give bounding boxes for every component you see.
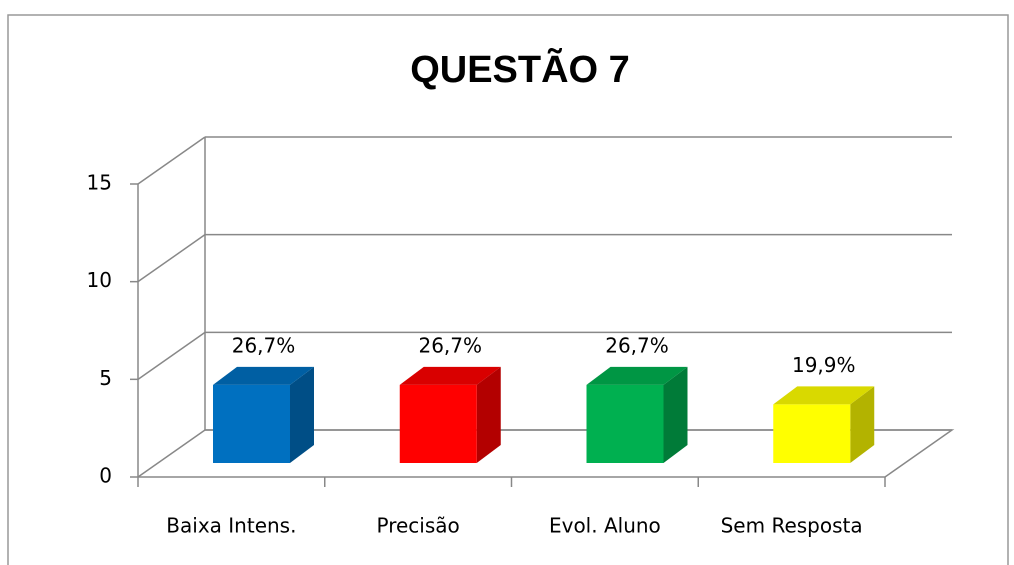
chart-title: QUESTÃO 7 — [410, 47, 630, 91]
bar — [773, 404, 851, 463]
grid-line — [137, 234, 206, 283]
bar-side — [663, 366, 688, 463]
grid-line — [137, 429, 206, 478]
bar — [586, 384, 664, 463]
bar-top — [773, 386, 875, 405]
y-tick-label: 10 — [87, 268, 112, 292]
grid-line — [137, 331, 206, 380]
bar-top — [399, 366, 501, 385]
bar — [399, 384, 477, 463]
bar-top — [213, 366, 314, 385]
annotation: 19,9% — [792, 353, 856, 377]
annotation: 26,7% — [605, 333, 669, 357]
annotation: 26,7% — [232, 333, 296, 357]
x-tick-label: Baixa Intens. — [166, 514, 296, 538]
bar-side — [850, 386, 875, 463]
chart-frame — [7, 14, 1009, 565]
bar-side — [290, 366, 314, 463]
y-tick-label: 0 — [99, 464, 112, 488]
bar-top — [586, 366, 688, 385]
annotation: 26,7% — [418, 333, 482, 357]
x-tick-label: Sem Resposta — [721, 514, 863, 538]
x-tick-label: Evol. Aluno — [549, 514, 661, 538]
x-tick-label: Precisão — [376, 514, 459, 538]
y-tick-label: 5 — [99, 366, 112, 390]
bar — [213, 384, 290, 463]
bar-side — [476, 366, 501, 463]
grid-line — [137, 136, 206, 185]
y-tick-label: 15 — [87, 171, 112, 195]
